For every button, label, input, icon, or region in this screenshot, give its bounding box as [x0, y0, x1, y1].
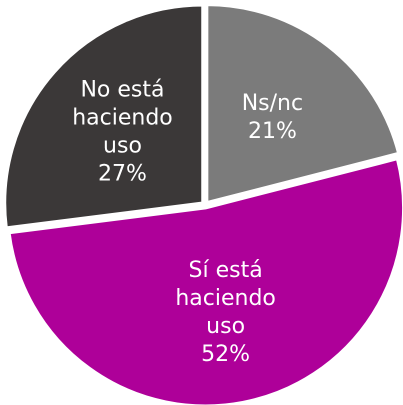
slice-label-line: Sí está: [189, 258, 263, 283]
value-label: 21%: [248, 119, 297, 144]
slice-label-line: haciendo: [72, 105, 173, 130]
value-label: 52%: [201, 342, 250, 367]
slice-label-line: haciendo: [175, 286, 276, 311]
slice-label-line: No está: [80, 77, 164, 102]
pie-slice: [205, 3, 401, 205]
value-label: 27%: [98, 161, 147, 186]
slice-label-line: uso: [103, 133, 142, 158]
slice-label-line: Ns/nc: [242, 91, 303, 116]
slice-label: Ns/nc: [242, 91, 303, 116]
slice-label-line: uso: [206, 314, 245, 339]
slice-label: Sí está haciendo uso: [175, 258, 276, 339]
slice-label: No está haciendo uso: [72, 77, 173, 158]
pie-slice: [7, 156, 403, 405]
pie-slice: [3, 3, 205, 230]
